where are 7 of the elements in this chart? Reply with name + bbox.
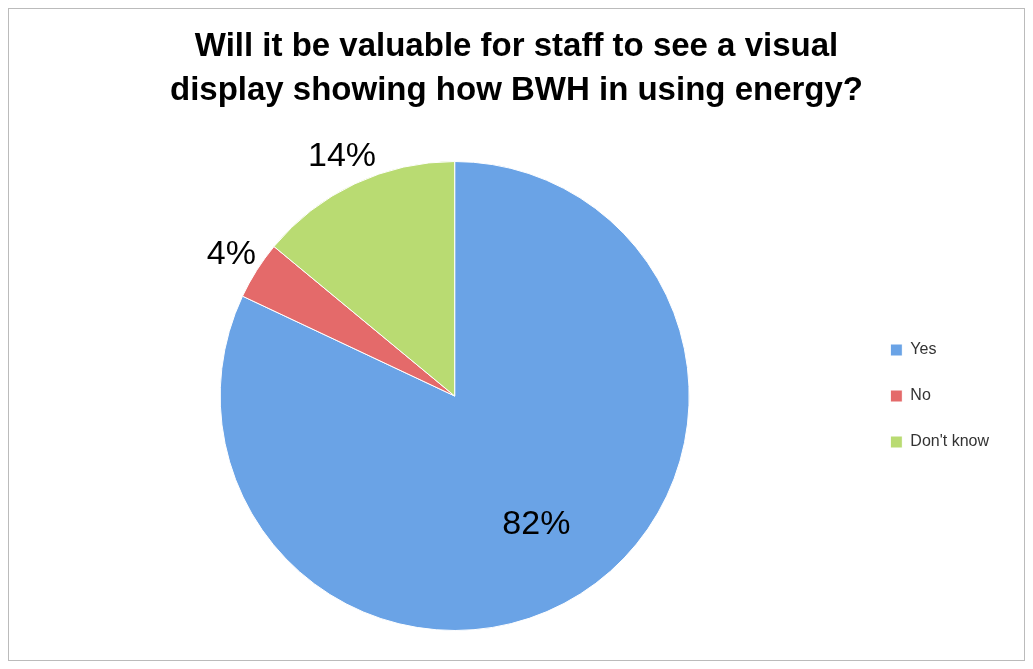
data-label: 4%: [206, 232, 256, 271]
legend-label: Don't know: [910, 432, 990, 450]
legend-label: Yes: [910, 340, 937, 358]
data-label: 82%: [502, 503, 571, 542]
chart-title: Will it be valuable for staff to see a visual display showing how BWH in using energy?: [168, 25, 864, 109]
legend-label: No: [910, 386, 931, 404]
data-label: 14%: [308, 135, 377, 174]
